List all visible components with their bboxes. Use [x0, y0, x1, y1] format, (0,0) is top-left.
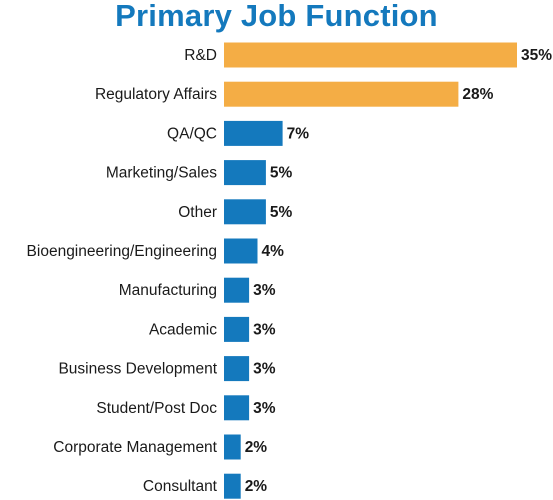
category-label: R&D	[184, 47, 217, 64]
category-label: Marketing/Sales	[106, 165, 217, 182]
category-label: Business Development	[58, 361, 217, 378]
value-label: 3%	[253, 321, 276, 338]
category-label: QA/QC	[167, 125, 217, 142]
bar-11	[224, 473, 241, 499]
bar-3	[224, 160, 266, 186]
category-label: Academic	[149, 321, 217, 338]
value-label: 5%	[270, 204, 293, 221]
category-label: Regulatory Affairs	[95, 86, 217, 103]
category-label: Bioengineering/Engineering	[27, 243, 217, 260]
category-label: Corporate Management	[53, 439, 217, 456]
value-label: 2%	[245, 478, 268, 495]
value-label: 2%	[245, 439, 268, 456]
bar-0	[224, 42, 517, 68]
bar-1	[224, 81, 459, 107]
bar-9	[224, 395, 250, 421]
category-label: Other	[178, 204, 217, 221]
value-label: 35%	[521, 47, 552, 64]
bar-6	[224, 277, 250, 303]
value-label: 7%	[287, 125, 310, 142]
bar-8	[224, 356, 250, 382]
bar-2	[224, 120, 283, 146]
category-label: Manufacturing	[119, 282, 217, 299]
bar-7	[224, 316, 250, 342]
value-label: 28%	[462, 86, 493, 103]
bar-4	[224, 199, 266, 225]
value-label: 3%	[253, 361, 276, 378]
value-label: 4%	[262, 243, 285, 260]
value-label: 3%	[253, 400, 276, 417]
chart-title: Primary Job Function	[115, 0, 438, 33]
value-label: 5%	[270, 165, 293, 182]
bar-10	[224, 434, 241, 460]
category-label: Student/Post Doc	[96, 400, 217, 417]
category-label: Consultant	[143, 478, 218, 495]
bar-5	[224, 238, 258, 264]
value-label: 3%	[253, 282, 276, 299]
